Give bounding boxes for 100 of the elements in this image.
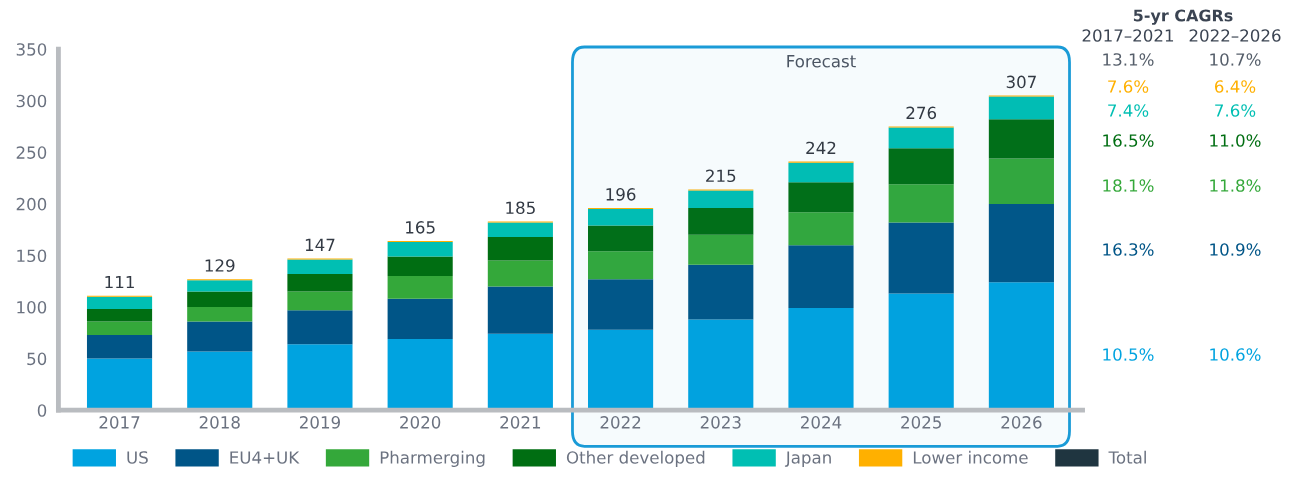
text: 11.8% — [1210, 179, 1261, 192]
total-label: 307 — [1006, 75, 1036, 89]
y-tick-label: 300 — [16, 94, 47, 108]
text: 10.5% — [1103, 348, 1154, 361]
legend-label: Pharmerging — [380, 450, 485, 467]
x-tick-label: 2017 — [99, 416, 140, 429]
text: 11.0% — [1210, 134, 1261, 147]
bar — [688, 234, 754, 265]
bar — [888, 127, 954, 149]
bar — [487, 286, 553, 334]
bar — [187, 321, 253, 352]
text: 2017–2021 — [1082, 29, 1174, 42]
bar — [387, 339, 453, 411]
bar — [888, 293, 954, 411]
text: 13.1% — [1103, 53, 1154, 66]
y-tick-label: 100 — [17, 301, 47, 314]
text: 16.5% — [1103, 134, 1154, 147]
bar — [688, 319, 754, 411]
bar — [588, 251, 654, 280]
bar — [788, 162, 854, 183]
text: 6.4% — [1214, 80, 1256, 93]
x-tick-label: 2020 — [400, 416, 441, 429]
bar — [688, 190, 754, 209]
legend-label: Total — [1108, 450, 1146, 464]
bar — [588, 209, 654, 226]
y-tick-label: 250 — [16, 146, 47, 159]
bar — [588, 329, 654, 411]
bar — [588, 279, 654, 330]
y-tick-label: 200 — [16, 197, 47, 211]
bar — [788, 308, 854, 411]
total-label: 242 — [806, 141, 836, 154]
bar — [487, 222, 553, 237]
y-tick-label: 50 — [27, 352, 47, 366]
bar — [988, 282, 1054, 411]
bar — [788, 245, 854, 309]
text: 10.9% — [1210, 243, 1261, 256]
bar — [387, 276, 453, 299]
bar — [287, 344, 353, 411]
legend-label: Other developed — [566, 450, 705, 467]
band-label: Forecast — [787, 55, 856, 68]
x-tick-label: 2018 — [199, 416, 240, 429]
total-label: 185 — [506, 201, 535, 215]
bar — [387, 256, 453, 277]
bar — [86, 358, 153, 411]
total-label: 196 — [606, 188, 636, 201]
text: 7.6% — [1108, 80, 1149, 93]
legend-label: Japan — [784, 451, 831, 467]
bar — [688, 264, 754, 320]
bar — [888, 222, 954, 294]
legend-label: EU4+UK — [230, 451, 300, 464]
bar — [387, 298, 453, 340]
text: 5-yr CAGRs — [1133, 9, 1233, 25]
bar — [988, 203, 1054, 283]
bar — [187, 280, 253, 292]
bar — [187, 307, 253, 322]
bar — [988, 119, 1054, 159]
y-tick-label: 350 — [16, 43, 47, 56]
y-tick-label: 0 — [37, 404, 47, 417]
bar — [888, 148, 954, 185]
bar — [487, 236, 553, 261]
bar — [86, 334, 153, 359]
total-label: 276 — [906, 106, 937, 120]
bar — [888, 184, 954, 223]
text: 7.4% — [1108, 104, 1149, 117]
bar — [287, 310, 353, 345]
legend-label: Lower income — [913, 450, 1028, 464]
bar — [86, 321, 153, 335]
bar — [387, 242, 453, 257]
bar — [588, 225, 654, 252]
bar — [788, 212, 854, 246]
x-tick-label: 2022 — [600, 416, 641, 429]
x-tick-label: 2026 — [1001, 416, 1042, 429]
bar — [788, 182, 854, 213]
text: 16.3% — [1103, 243, 1154, 256]
text: 18.1% — [1103, 179, 1154, 192]
text: 7.6% — [1215, 104, 1256, 117]
x-tick-label: 2025 — [901, 416, 941, 429]
x-tick-label: 2021 — [500, 416, 541, 429]
bar — [487, 260, 553, 287]
bar — [86, 309, 153, 322]
x-tick-label: 2023 — [700, 416, 741, 429]
bar — [287, 259, 353, 275]
legend-label: US — [127, 451, 148, 464]
text: 10.7% — [1210, 53, 1261, 66]
total-label: 215 — [706, 169, 736, 183]
bar — [988, 96, 1054, 120]
bar — [487, 333, 553, 411]
bar — [86, 296, 153, 310]
bar — [688, 208, 754, 235]
text: 2022–2026 — [1189, 29, 1281, 42]
x-tick-label: 2024 — [801, 416, 842, 429]
bar — [988, 158, 1054, 204]
total-label: 147 — [305, 238, 335, 251]
bar — [187, 351, 253, 411]
total-label: 111 — [105, 275, 134, 289]
total-label: 129 — [205, 259, 235, 272]
y-tick-label: 150 — [17, 249, 47, 263]
bar — [287, 291, 353, 311]
text: 10.6% — [1210, 348, 1261, 361]
x-tick-label: 2019 — [299, 416, 340, 429]
